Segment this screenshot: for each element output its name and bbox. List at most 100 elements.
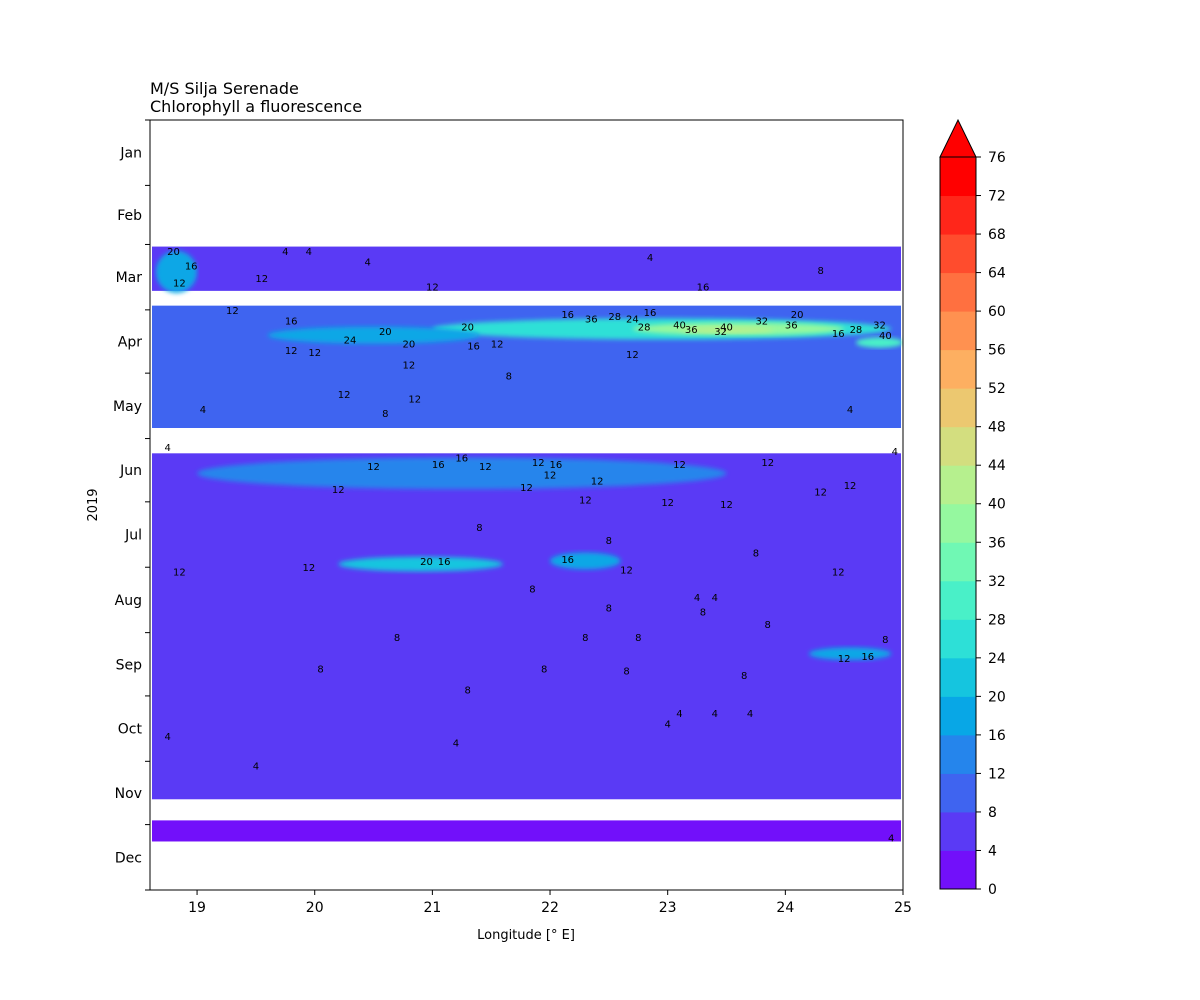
colorbar-segment	[940, 580, 976, 620]
colorbar-tick-label: 16	[988, 728, 1006, 744]
colorbar-segment	[940, 234, 976, 274]
contour-label: 28	[850, 325, 863, 336]
y-tick-label: May	[113, 399, 142, 415]
contour-label: 4	[676, 709, 682, 720]
contour-label: 24	[344, 335, 357, 346]
colorbar-extend-arrow	[939, 118, 977, 158]
contour-label: 4	[306, 247, 312, 258]
chart-subtitle: Chlorophyll a fluorescence	[150, 97, 362, 116]
contour-label: 8	[882, 635, 888, 646]
contour-label: 4	[647, 253, 653, 264]
contour-label: 12	[302, 563, 315, 574]
contour-label: 12	[844, 481, 857, 492]
colorbar-tick-label: 20	[988, 689, 1006, 705]
colorbar-tick-label: 68	[988, 227, 1006, 243]
colorbar-segment	[940, 195, 976, 235]
contour-label: 12	[579, 496, 592, 507]
contour-label: 4	[712, 709, 718, 720]
contour-label: 16	[432, 460, 445, 471]
contour-label: 12	[520, 483, 533, 494]
y-tick-label: Jan	[119, 146, 142, 162]
contour-label: 16	[467, 342, 480, 353]
colorbar-tick-label: 36	[988, 535, 1006, 551]
contour-label: 20	[791, 310, 804, 321]
contour-label: 4	[888, 833, 894, 844]
contour-label: 4	[847, 405, 853, 416]
contour-label: 40	[720, 323, 733, 334]
colorbar-segment	[940, 542, 976, 582]
x-tick-label: 20	[306, 900, 324, 916]
contour-label: 4	[282, 247, 288, 258]
colorbar-tick-label: 40	[988, 497, 1006, 513]
y-tick-label: Jul	[124, 528, 142, 544]
contour-label: 12	[173, 278, 186, 289]
colorbar-segment	[940, 811, 976, 851]
chart-title: M/S Silja Serenade	[150, 79, 299, 98]
contour-label: 12	[402, 361, 415, 372]
colorbar-tick-label: 52	[988, 381, 1006, 397]
x-axis: 19 20 21 22 23 24 25	[188, 890, 912, 916]
colorbar-segment	[940, 465, 976, 505]
contour-label: 16	[185, 262, 198, 273]
y-axis-label: 2019	[86, 488, 101, 521]
feature-4	[155, 250, 198, 293]
colorbar-tick-label: 48	[988, 420, 1006, 436]
contour-label: 12	[832, 567, 845, 578]
y-tick-label: Aug	[115, 593, 142, 609]
contour-label: 16	[561, 310, 574, 321]
x-tick-label: 22	[541, 900, 559, 916]
contour-label: 8	[464, 686, 470, 697]
contour-label: 36	[585, 314, 598, 325]
colorbar-tick-label: 64	[988, 266, 1006, 282]
y-tick-label: Sep	[116, 657, 143, 673]
contour-label: 16	[455, 454, 468, 465]
colorbar-segment	[940, 388, 976, 428]
x-tick-label: 25	[894, 900, 912, 916]
contour-label: 32	[755, 316, 768, 327]
contour-label: 8	[582, 633, 588, 644]
contour-label: 16	[285, 316, 298, 327]
contour-label: 8	[529, 584, 535, 595]
contour-label: 8	[817, 266, 823, 277]
contour-label: 12	[761, 458, 774, 469]
contour-label: 12	[338, 390, 351, 401]
contour-label: 12	[591, 477, 604, 488]
contour-label: 12	[408, 394, 421, 405]
colorbar-segment	[940, 272, 976, 312]
contour-label: 4	[200, 405, 206, 416]
colorbar-segment	[940, 696, 976, 736]
colorbar-frame	[939, 156, 977, 890]
colorbar-segment	[940, 503, 976, 543]
contour-label: 32	[714, 327, 727, 338]
contour-label: 12	[838, 654, 851, 665]
contour-label: 4	[892, 447, 898, 458]
contour-label: 4	[253, 762, 259, 773]
colorbar-segment	[940, 311, 976, 351]
colorbar-tick-label: 8	[988, 805, 997, 821]
y-tick-label: Jun	[119, 463, 142, 479]
colorbar-segment	[940, 734, 976, 774]
colorbar-segment	[940, 349, 976, 389]
contour-label: 20	[420, 557, 433, 568]
contour-label: 12	[661, 498, 674, 509]
feature-8	[550, 552, 621, 570]
contour-label: 20	[461, 323, 474, 334]
contour-label: 4	[164, 732, 170, 743]
colorbar-tick-label: 0	[988, 882, 997, 898]
contour-label: 40	[673, 321, 686, 332]
contour-label: 4	[747, 709, 753, 720]
contour-label: 12	[332, 485, 345, 496]
contour-label: 12	[479, 462, 492, 473]
colorbar-tick-label: 24	[988, 651, 1006, 667]
y-axis: Jan Feb Mar Apr May Jun Jul Aug Sep Oct Nov Dec	[113, 119, 150, 891]
data-band-3	[152, 820, 901, 842]
data-band-2	[152, 453, 901, 800]
colorbar-tick-label: 56	[988, 343, 1006, 359]
colorbar-tick-label: 72	[988, 189, 1006, 205]
colorbar-tick-label: 44	[988, 458, 1006, 474]
colorbar-tick-label: 32	[988, 574, 1006, 590]
